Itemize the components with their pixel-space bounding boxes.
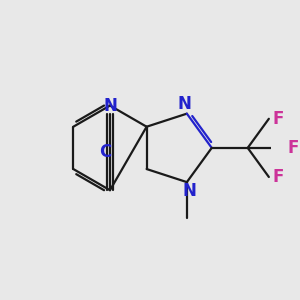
- Text: N: N: [182, 182, 196, 200]
- Text: F: F: [272, 110, 284, 128]
- Text: F: F: [272, 168, 284, 186]
- Text: N: N: [178, 95, 192, 113]
- Text: N: N: [103, 98, 117, 116]
- Text: F: F: [287, 139, 299, 157]
- Text: C: C: [99, 143, 111, 161]
